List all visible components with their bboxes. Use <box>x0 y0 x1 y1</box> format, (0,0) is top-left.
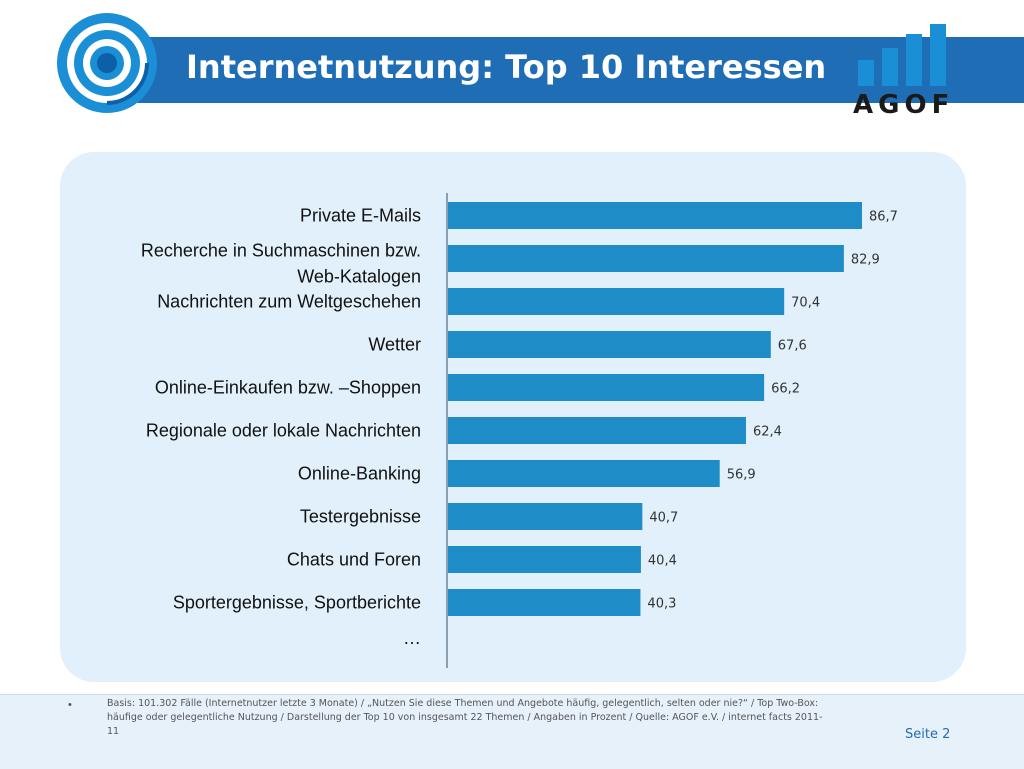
footnote-bullet: • <box>68 699 72 711</box>
footer <box>0 694 1024 769</box>
bar-7 <box>448 460 720 487</box>
bar-5 <box>448 374 765 401</box>
value-label-2: 82,9 <box>851 253 880 268</box>
agof-circle-logo-icon <box>57 13 157 113</box>
value-label-7: 56,9 <box>727 468 756 483</box>
bar-2 <box>448 245 844 272</box>
value-label-10: 40,3 <box>647 597 676 612</box>
agof-logo-text: AGOF <box>853 90 955 120</box>
value-label-1: 86,7 <box>869 210 898 225</box>
category-label-7: Online-Banking <box>298 464 421 484</box>
trailing-ellipsis-label: … <box>403 628 421 648</box>
category-label-10: Sportergebnisse, Sportberichte <box>173 593 421 613</box>
value-label-3: 70,4 <box>791 296 820 311</box>
page-number: Seite 2 <box>905 727 951 742</box>
value-label-8: 40,7 <box>649 511 678 526</box>
bar-1 <box>448 202 862 229</box>
bar-10 <box>448 589 641 616</box>
bar-4 <box>448 331 771 358</box>
category-label-3: Nachrichten zum Weltgeschehen <box>157 292 421 312</box>
category-label-9: Chats und Foren <box>287 550 421 570</box>
bar-9 <box>448 546 641 573</box>
value-label-9: 40,4 <box>648 554 677 569</box>
footnote: Basis: 101.302 Fälle (Internetnutzer let… <box>107 698 823 737</box>
slide-title: Internetnutzung: Top 10 Interessen <box>186 48 827 86</box>
bar-8 <box>448 503 643 530</box>
value-label-6: 62,4 <box>753 425 782 440</box>
bar-3 <box>448 288 785 315</box>
value-label-5: 66,2 <box>771 382 800 397</box>
category-label-5: Online-Einkaufen bzw. –Shoppen <box>155 378 421 398</box>
category-label-2-line-2: Web-Katalogen <box>297 267 421 287</box>
agof-bars-logo-icon <box>858 24 946 86</box>
category-label-4: Wetter <box>368 335 421 355</box>
category-label-8: Testergebnisse <box>300 507 421 527</box>
category-label-2-line-1: Recherche in Suchmaschinen bzw. <box>141 241 421 261</box>
category-label-6: Regionale oder lokale Nachrichten <box>146 421 421 441</box>
value-label-4: 67,6 <box>778 339 807 354</box>
category-label-1: Private E-Mails <box>300 206 421 226</box>
bar-6 <box>448 417 746 444</box>
